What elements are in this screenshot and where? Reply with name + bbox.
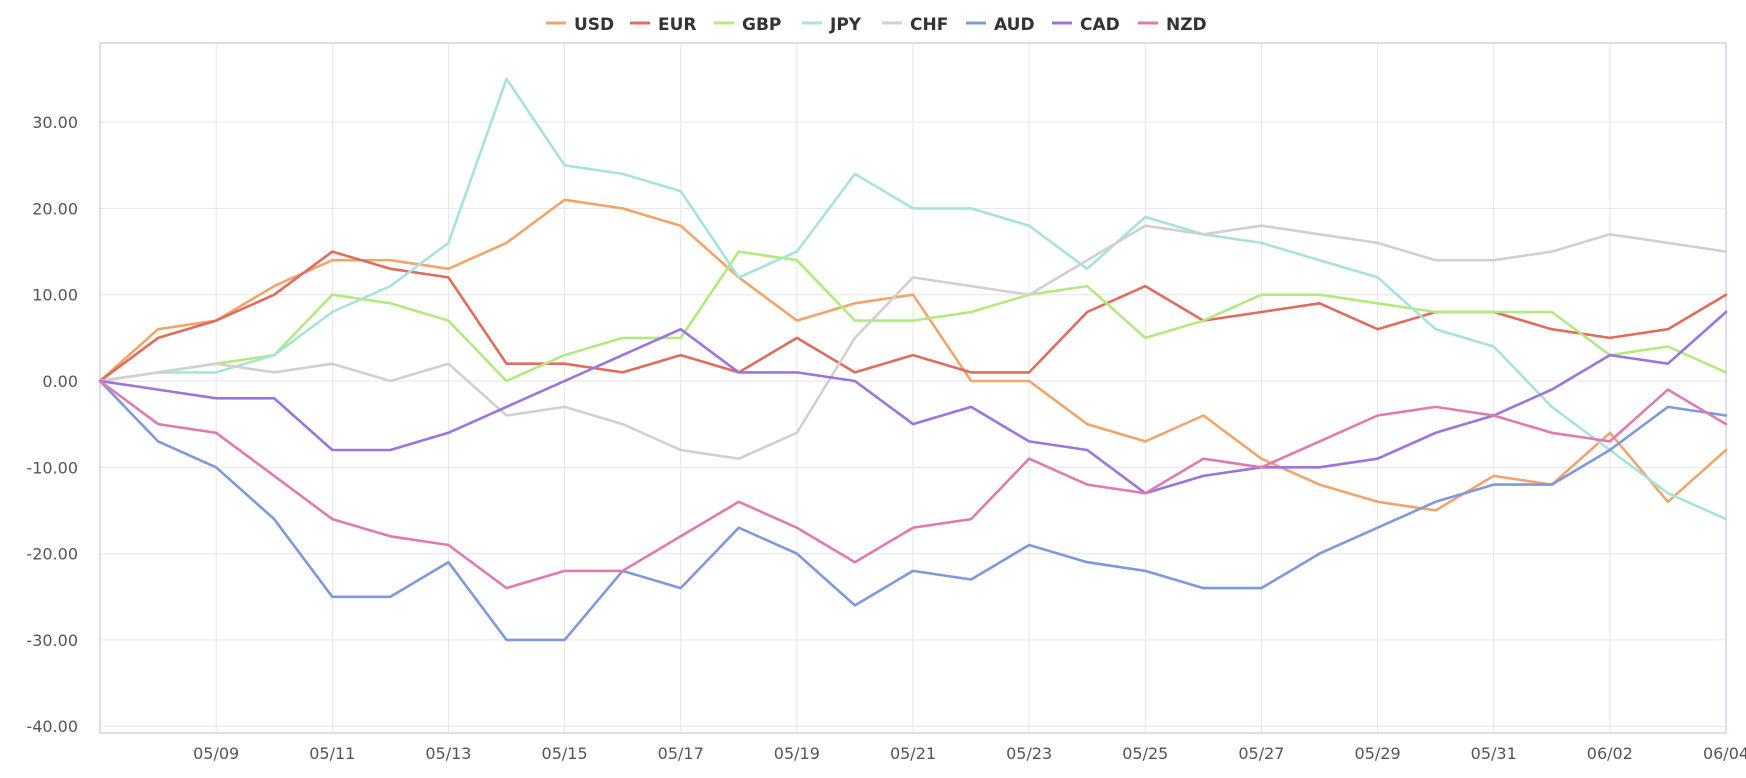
legend-label: JPY	[829, 15, 862, 35]
legend-item-usd[interactable]: USD	[546, 15, 614, 35]
legend-label: AUD	[994, 15, 1035, 35]
series-lines	[98, 77, 1728, 642]
legend-item-gbp[interactable]: GBP	[714, 15, 781, 35]
y-tick-label: -10.00	[26, 458, 78, 477]
y-tick-label: -40.00	[26, 717, 78, 736]
x-tick-label: 05/11	[309, 744, 355, 763]
y-tick-label: 0.00	[42, 372, 78, 391]
legend-item-nzd[interactable]: NZD	[1138, 15, 1207, 35]
legend-item-eur[interactable]: EUR	[630, 15, 697, 35]
legend-label: EUR	[658, 15, 697, 35]
y-tick-label: 20.00	[32, 199, 78, 218]
x-tick-label: 05/23	[1006, 744, 1052, 763]
x-tick-label: 05/15	[542, 744, 588, 763]
y-tick-label: 10.00	[32, 286, 78, 305]
y-tick-label: -30.00	[26, 631, 78, 650]
x-tick-label: 05/31	[1471, 744, 1517, 763]
series-line-cad	[98, 310, 1728, 495]
series-line-chf	[98, 224, 1728, 461]
x-tick-label: 05/27	[1238, 744, 1284, 763]
x-tick-label: 06/02	[1587, 744, 1633, 763]
x-tick-label: 06/04	[1703, 744, 1746, 763]
x-gridlines	[215, 43, 1727, 733]
x-tick-label: 05/19	[774, 744, 820, 763]
series-line-gbp	[98, 250, 1728, 383]
legend-label: GBP	[742, 15, 781, 35]
legend: USD EUR GBP JPY CHF AUD CAD NZD	[546, 15, 1207, 35]
x-tick-label: 05/25	[1122, 744, 1168, 763]
plot-frame	[99, 42, 1727, 734]
series-line-jpy	[98, 77, 1728, 521]
legend-item-aud[interactable]: AUD	[966, 15, 1035, 35]
legend-item-jpy[interactable]: JPY	[802, 15, 862, 35]
y-tick-label: -20.00	[26, 545, 78, 564]
legend-label: CHF	[910, 15, 948, 35]
x-tick-label: 05/13	[425, 744, 471, 763]
legend-label: CAD	[1080, 15, 1120, 35]
x-tick-label: 05/17	[658, 744, 704, 763]
y-axis-ticks: -40.00 -30.00 -20.00 -10.00 0.00 10.00 20.00 30…	[26, 113, 78, 736]
legend-label: NZD	[1166, 15, 1207, 35]
series-line-nzd	[98, 379, 1728, 590]
x-tick-label: 05/29	[1355, 744, 1401, 763]
series-line-usd	[98, 198, 1728, 512]
series-line-aud	[98, 379, 1728, 642]
legend-item-cad[interactable]: CAD	[1052, 15, 1120, 35]
x-axis-ticks: 05/09 05/11 05/13 05/15 05/17 05/19 05/21 05/23…	[193, 744, 1746, 763]
y-tick-label: 30.00	[32, 113, 78, 132]
legend-item-chf[interactable]: CHF	[882, 15, 948, 35]
x-tick-label: 05/09	[193, 744, 239, 763]
legend-label: USD	[574, 15, 614, 35]
x-tick-label: 05/21	[890, 744, 936, 763]
